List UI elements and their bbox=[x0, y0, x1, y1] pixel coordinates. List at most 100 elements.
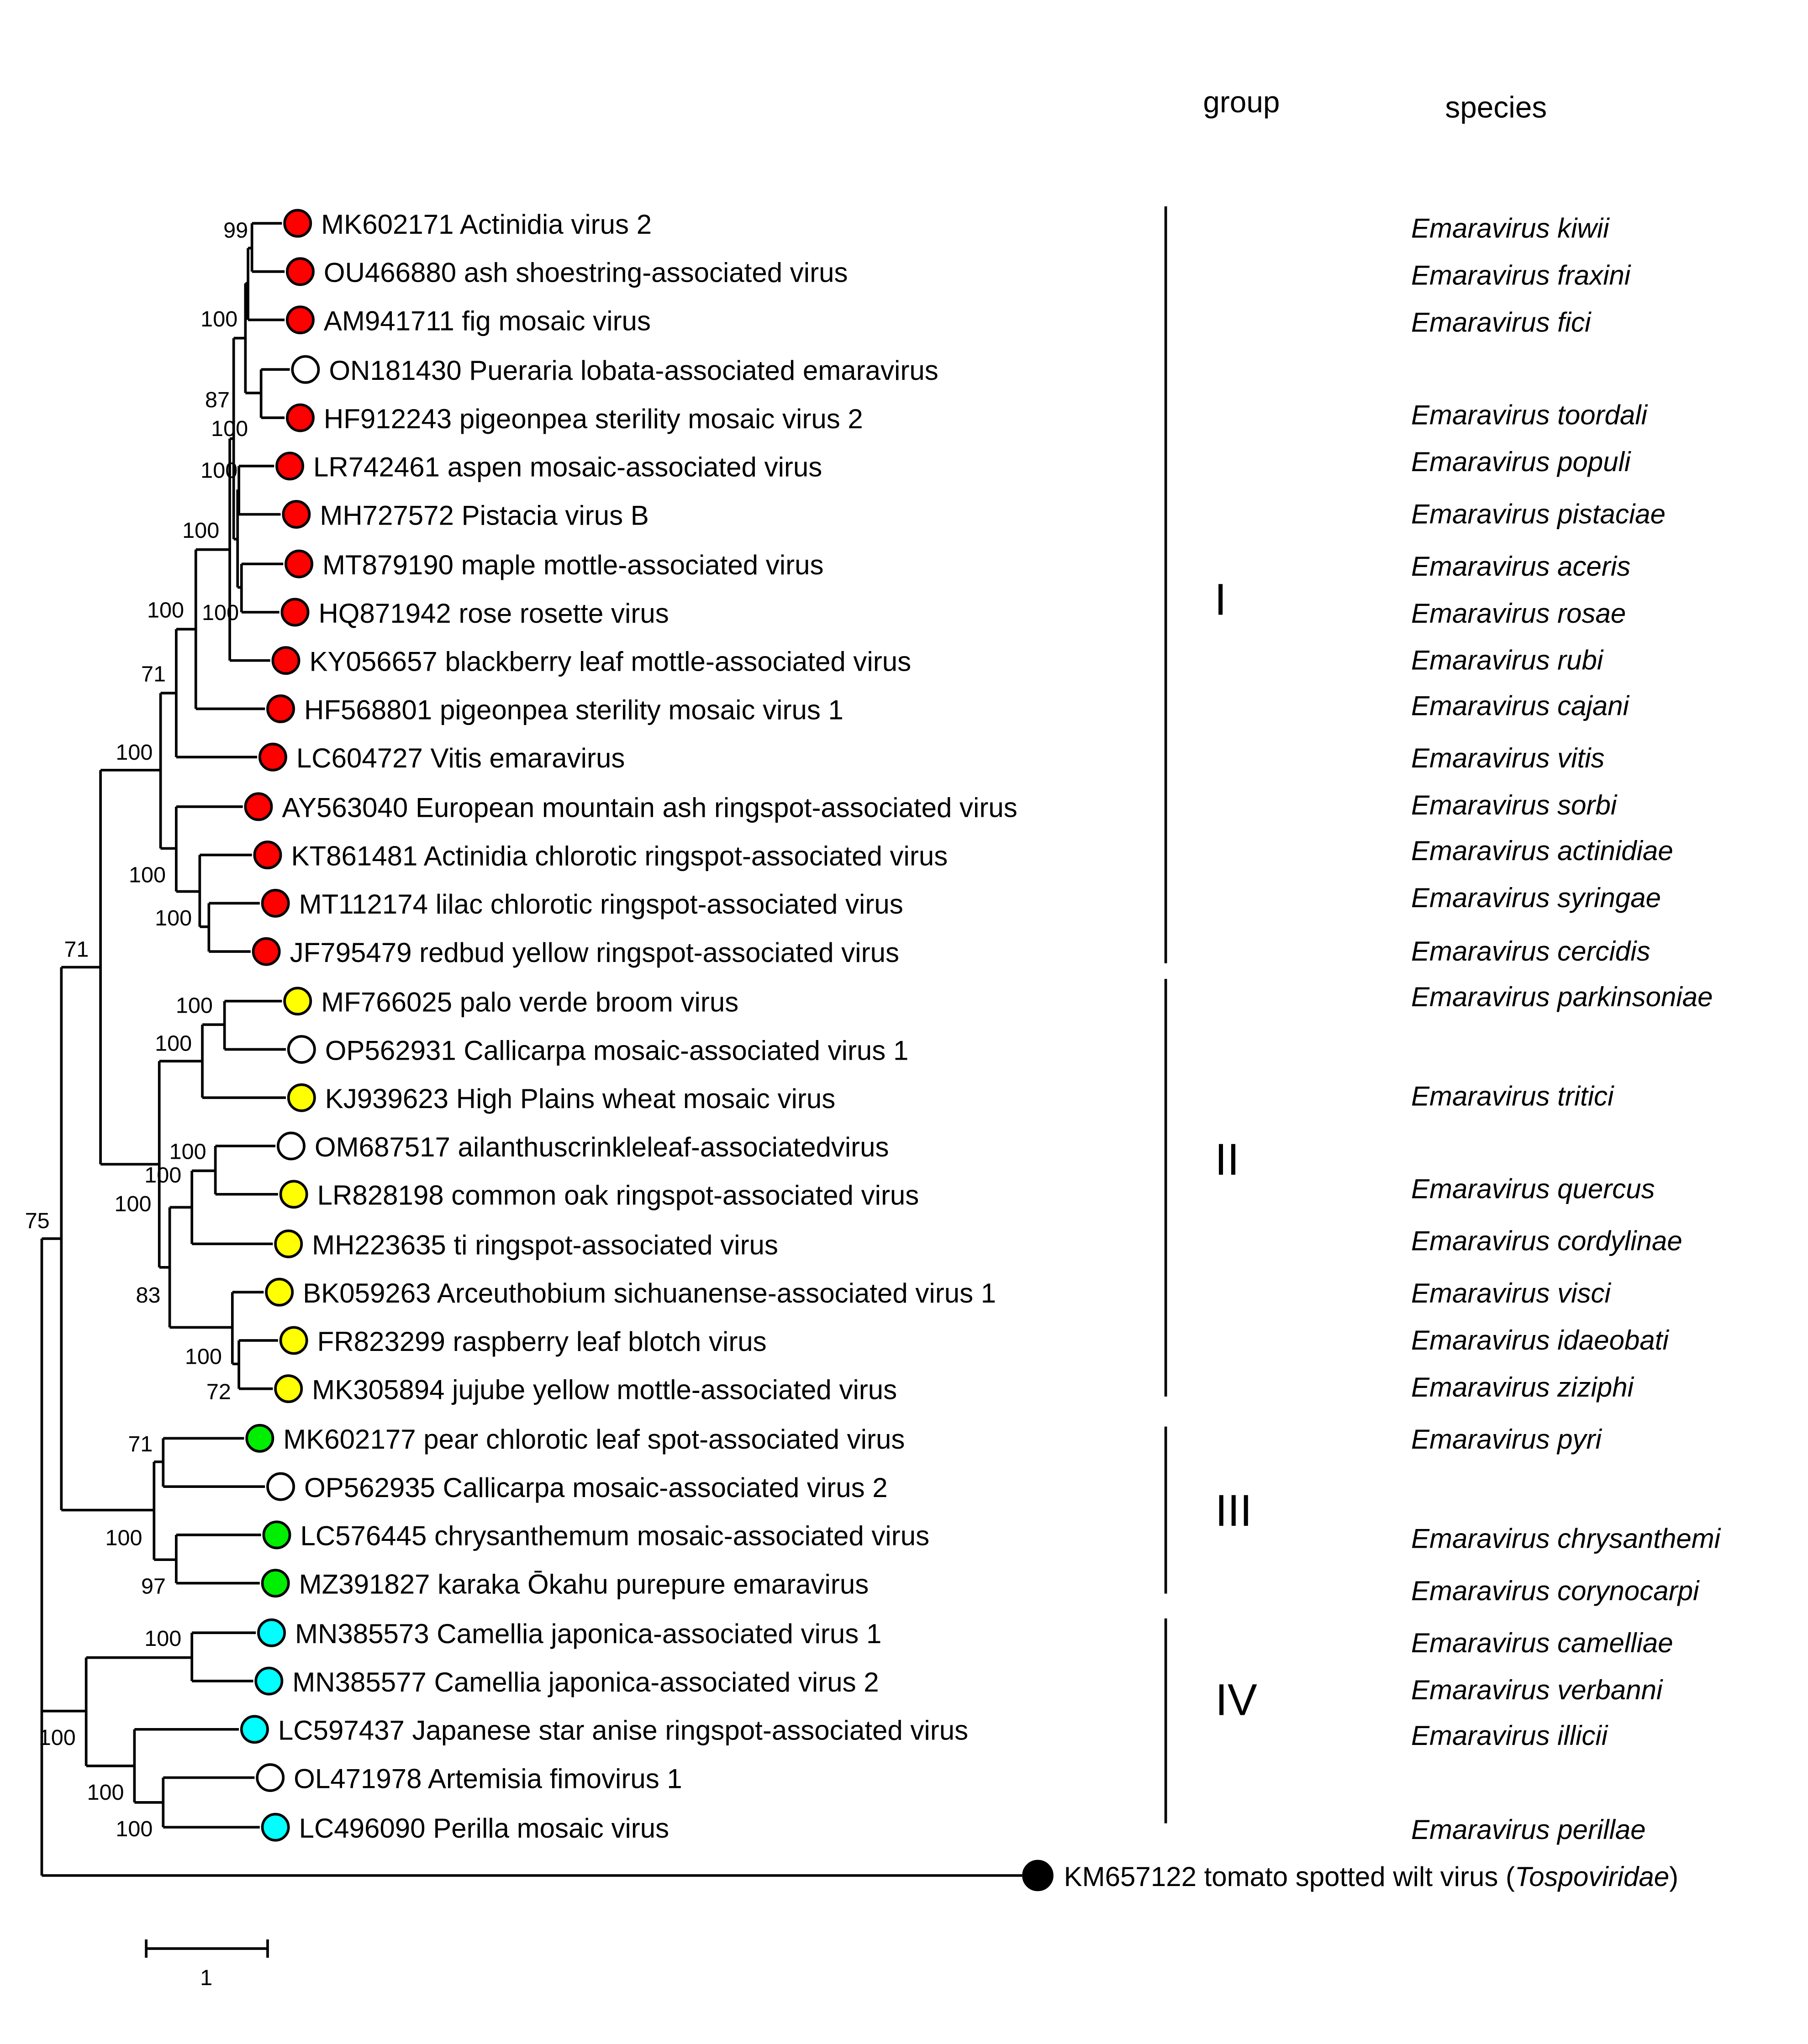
leaf-label: LC597437 Japanese star anise ringspot-as… bbox=[278, 1715, 968, 1746]
species-label: Emaravirus syringae bbox=[1411, 883, 1661, 913]
leaf-label: MN385577 Camellia japonica-associated vi… bbox=[292, 1667, 879, 1697]
bootstrap-value: 100 bbox=[87, 1780, 124, 1805]
leaf-marker-cyan bbox=[254, 1666, 284, 1696]
leaf-marker-yellow bbox=[274, 1374, 303, 1403]
bootstrap-value: 100 bbox=[39, 1725, 76, 1750]
leaf-label: MT879190 maple mottle-associated virus bbox=[322, 550, 823, 580]
leaf: BK059263 Arceuthobium sichuanense-associ… bbox=[265, 1277, 1612, 1308]
leaf: HQ871942 rose rosette virus Emaravirus ro… bbox=[280, 598, 1626, 629]
species-label: Emaravirus camelliae bbox=[1411, 1628, 1673, 1658]
leaf-marker-yellow bbox=[279, 1180, 308, 1209]
species-label: Emaravirus sorbi bbox=[1411, 790, 1618, 820]
leaf-label: FR823299 raspberry leaf blotch virus bbox=[317, 1326, 767, 1357]
bootstrap-value: 83 bbox=[136, 1283, 161, 1308]
leaf: OM687517 ailanthuscrinkleleaf-associated… bbox=[276, 1131, 889, 1162]
leaf: OP562935 Callicarpa mosaic-associated vi… bbox=[266, 1472, 888, 1503]
bootstrap-value: 100 bbox=[200, 458, 237, 483]
leaf: LC604727 Vitis emaravirus Emaravirus viti… bbox=[258, 742, 1605, 773]
species-label: Emaravirus verbanni bbox=[1411, 1675, 1663, 1705]
species-label: Emaravirus toordali bbox=[1411, 399, 1648, 430]
leaf: LC496090 Perilla mosaic virus Emaravirus … bbox=[261, 1813, 1646, 1845]
group-label: IV bbox=[1215, 1675, 1257, 1724]
leaf: OL471978 Artemisia fimovirus 1 bbox=[256, 1763, 682, 1794]
bootstrap-value: 99 bbox=[223, 218, 248, 243]
leaf-label: KY056657 blackberry leaf mottle-associat… bbox=[309, 646, 911, 677]
leaf-label: MH223635 ti ringspot-associated virus bbox=[312, 1230, 778, 1260]
bootstrap-value: 100 bbox=[202, 600, 239, 625]
leaf-marker-green bbox=[261, 1569, 290, 1598]
bootstrap-value: 100 bbox=[147, 598, 184, 622]
species-label: Emaravirus chrysanthemi bbox=[1411, 1523, 1721, 1554]
group-label: III bbox=[1215, 1486, 1252, 1535]
leaf-label: LC604727 Vitis emaravirus bbox=[296, 743, 625, 773]
leaf-marker-red bbox=[252, 937, 281, 966]
leaf-label: OP562935 Callicarpa mosaic-associated vi… bbox=[304, 1472, 888, 1503]
leaf: AM941711 fig mosaic virus Emaravirus fici bbox=[286, 305, 1592, 337]
species-label: Emaravirus tritici bbox=[1411, 1081, 1614, 1111]
bootstrap-value: 100 bbox=[176, 993, 213, 1018]
leaf-label: KJ939623 High Plains wheat mosaic virus bbox=[325, 1083, 836, 1114]
leaf-marker-red bbox=[261, 888, 290, 918]
leaf: MH727572 Pistacia virus B Emaravirus pist… bbox=[282, 499, 1666, 531]
leaf-label: LC496090 Perilla mosaic virus bbox=[299, 1813, 669, 1844]
bootstrap-value: 100 bbox=[155, 1031, 192, 1056]
species-label: Emaravirus fraxini bbox=[1411, 260, 1631, 290]
leaf-marker-red bbox=[258, 742, 287, 772]
bootstrap-value: 100 bbox=[129, 863, 166, 888]
species-label: Emaravirus populi bbox=[1411, 447, 1631, 477]
leaf: JF795479 redbud yellow ringspot-associat… bbox=[252, 936, 1650, 968]
leaf: KJ939623 High Plains wheat mosaic virus E… bbox=[287, 1081, 1614, 1114]
leaf-marker-yellow bbox=[274, 1229, 303, 1258]
species-label: Emaravirus aceris bbox=[1411, 551, 1630, 582]
bootstrap-value: 100 bbox=[155, 906, 192, 930]
leaf: MT112174 lilac chlorotic ringspot-associ… bbox=[261, 883, 1661, 920]
group-label: I bbox=[1214, 575, 1227, 625]
species-label: Emaravirus rubi bbox=[1411, 645, 1604, 676]
bootstrap-value: 71 bbox=[64, 937, 89, 962]
bootstrap-value: 71 bbox=[141, 662, 166, 686]
leaf-label: MH727572 Pistacia virus B bbox=[320, 500, 649, 531]
species-label: Emaravirus cercidis bbox=[1411, 936, 1650, 967]
bootstrap-value: 71 bbox=[128, 1432, 153, 1456]
leaf-marker-cyan bbox=[257, 1618, 286, 1647]
leaf-marker-yellow bbox=[287, 1083, 316, 1112]
bootstrap-value: 100 bbox=[211, 416, 248, 441]
species-header: species bbox=[1445, 90, 1547, 124]
leaf-label: HQ871942 rose rosette virus bbox=[318, 598, 669, 629]
leaf-marker-red bbox=[266, 694, 295, 723]
leaf: MK305894 jujube yellow mottle-associated… bbox=[274, 1372, 1634, 1405]
leaf: MK602171 Actinidia virus 2 Emaravirus kiw… bbox=[283, 209, 1610, 244]
leaf: MT879190 maple mottle-associated virus Em… bbox=[285, 549, 1630, 582]
leaf-marker-white bbox=[266, 1472, 295, 1501]
bootstrap-value: 87 bbox=[205, 388, 230, 412]
bootstrap-value: 75 bbox=[25, 1209, 50, 1233]
leaf: AY563040 European mountain ash ringspot-… bbox=[244, 790, 1618, 823]
leaf-label: HF912243 pigeonpea sterility mosaic viru… bbox=[324, 404, 863, 434]
leaf: LC576445 chrysanthemum mosaic-associated… bbox=[262, 1520, 1721, 1554]
leaf-label: MT112174 lilac chlorotic ringspot-associ… bbox=[299, 889, 903, 920]
leaf-marker-green bbox=[262, 1520, 291, 1550]
species-label: Emaravirus quercus bbox=[1411, 1173, 1655, 1204]
species-label: Emaravirus visci bbox=[1411, 1278, 1612, 1308]
species-label: Emaravirus parkinsoniae bbox=[1411, 982, 1713, 1012]
leaf-label: HF568801 pigeonpea sterility mosaic viru… bbox=[304, 694, 843, 725]
leaf-label: MK602177 pear chlorotic leaf spot-associ… bbox=[283, 1424, 905, 1455]
leaf-marker-red bbox=[244, 792, 273, 821]
leaf-label: LR828198 common oak ringspot-associated … bbox=[317, 1180, 919, 1211]
leaf-label: MZ391827 karaka Ōkahu purepure emaraviru… bbox=[299, 1569, 869, 1600]
bootstrap-value: 100 bbox=[105, 1526, 142, 1550]
leaf-marker-cyan bbox=[261, 1813, 290, 1842]
leaf-marker-red bbox=[253, 841, 282, 870]
bootstrap-value: 100 bbox=[116, 740, 153, 765]
leaf-marker-red bbox=[271, 646, 300, 675]
leaf-marker-green bbox=[245, 1424, 274, 1453]
outgroup-label: KM657122 tomato spotted wilt virus (Tosp… bbox=[1064, 1861, 1678, 1892]
bootstrap-value: 100 bbox=[115, 1192, 152, 1216]
leaf-marker-red bbox=[286, 257, 315, 286]
bootstrap-value: 100 bbox=[144, 1626, 181, 1651]
leaf: MZ391827 karaka Ōkahu purepure emaraviru… bbox=[261, 1569, 1700, 1606]
species-label: Emaravirus rosae bbox=[1411, 598, 1626, 629]
bootstrap-value: 100 bbox=[116, 1817, 153, 1841]
species-label: Emaravirus perillae bbox=[1411, 1814, 1646, 1845]
species-label: Emaravirus corynocarpi bbox=[1411, 1576, 1700, 1606]
